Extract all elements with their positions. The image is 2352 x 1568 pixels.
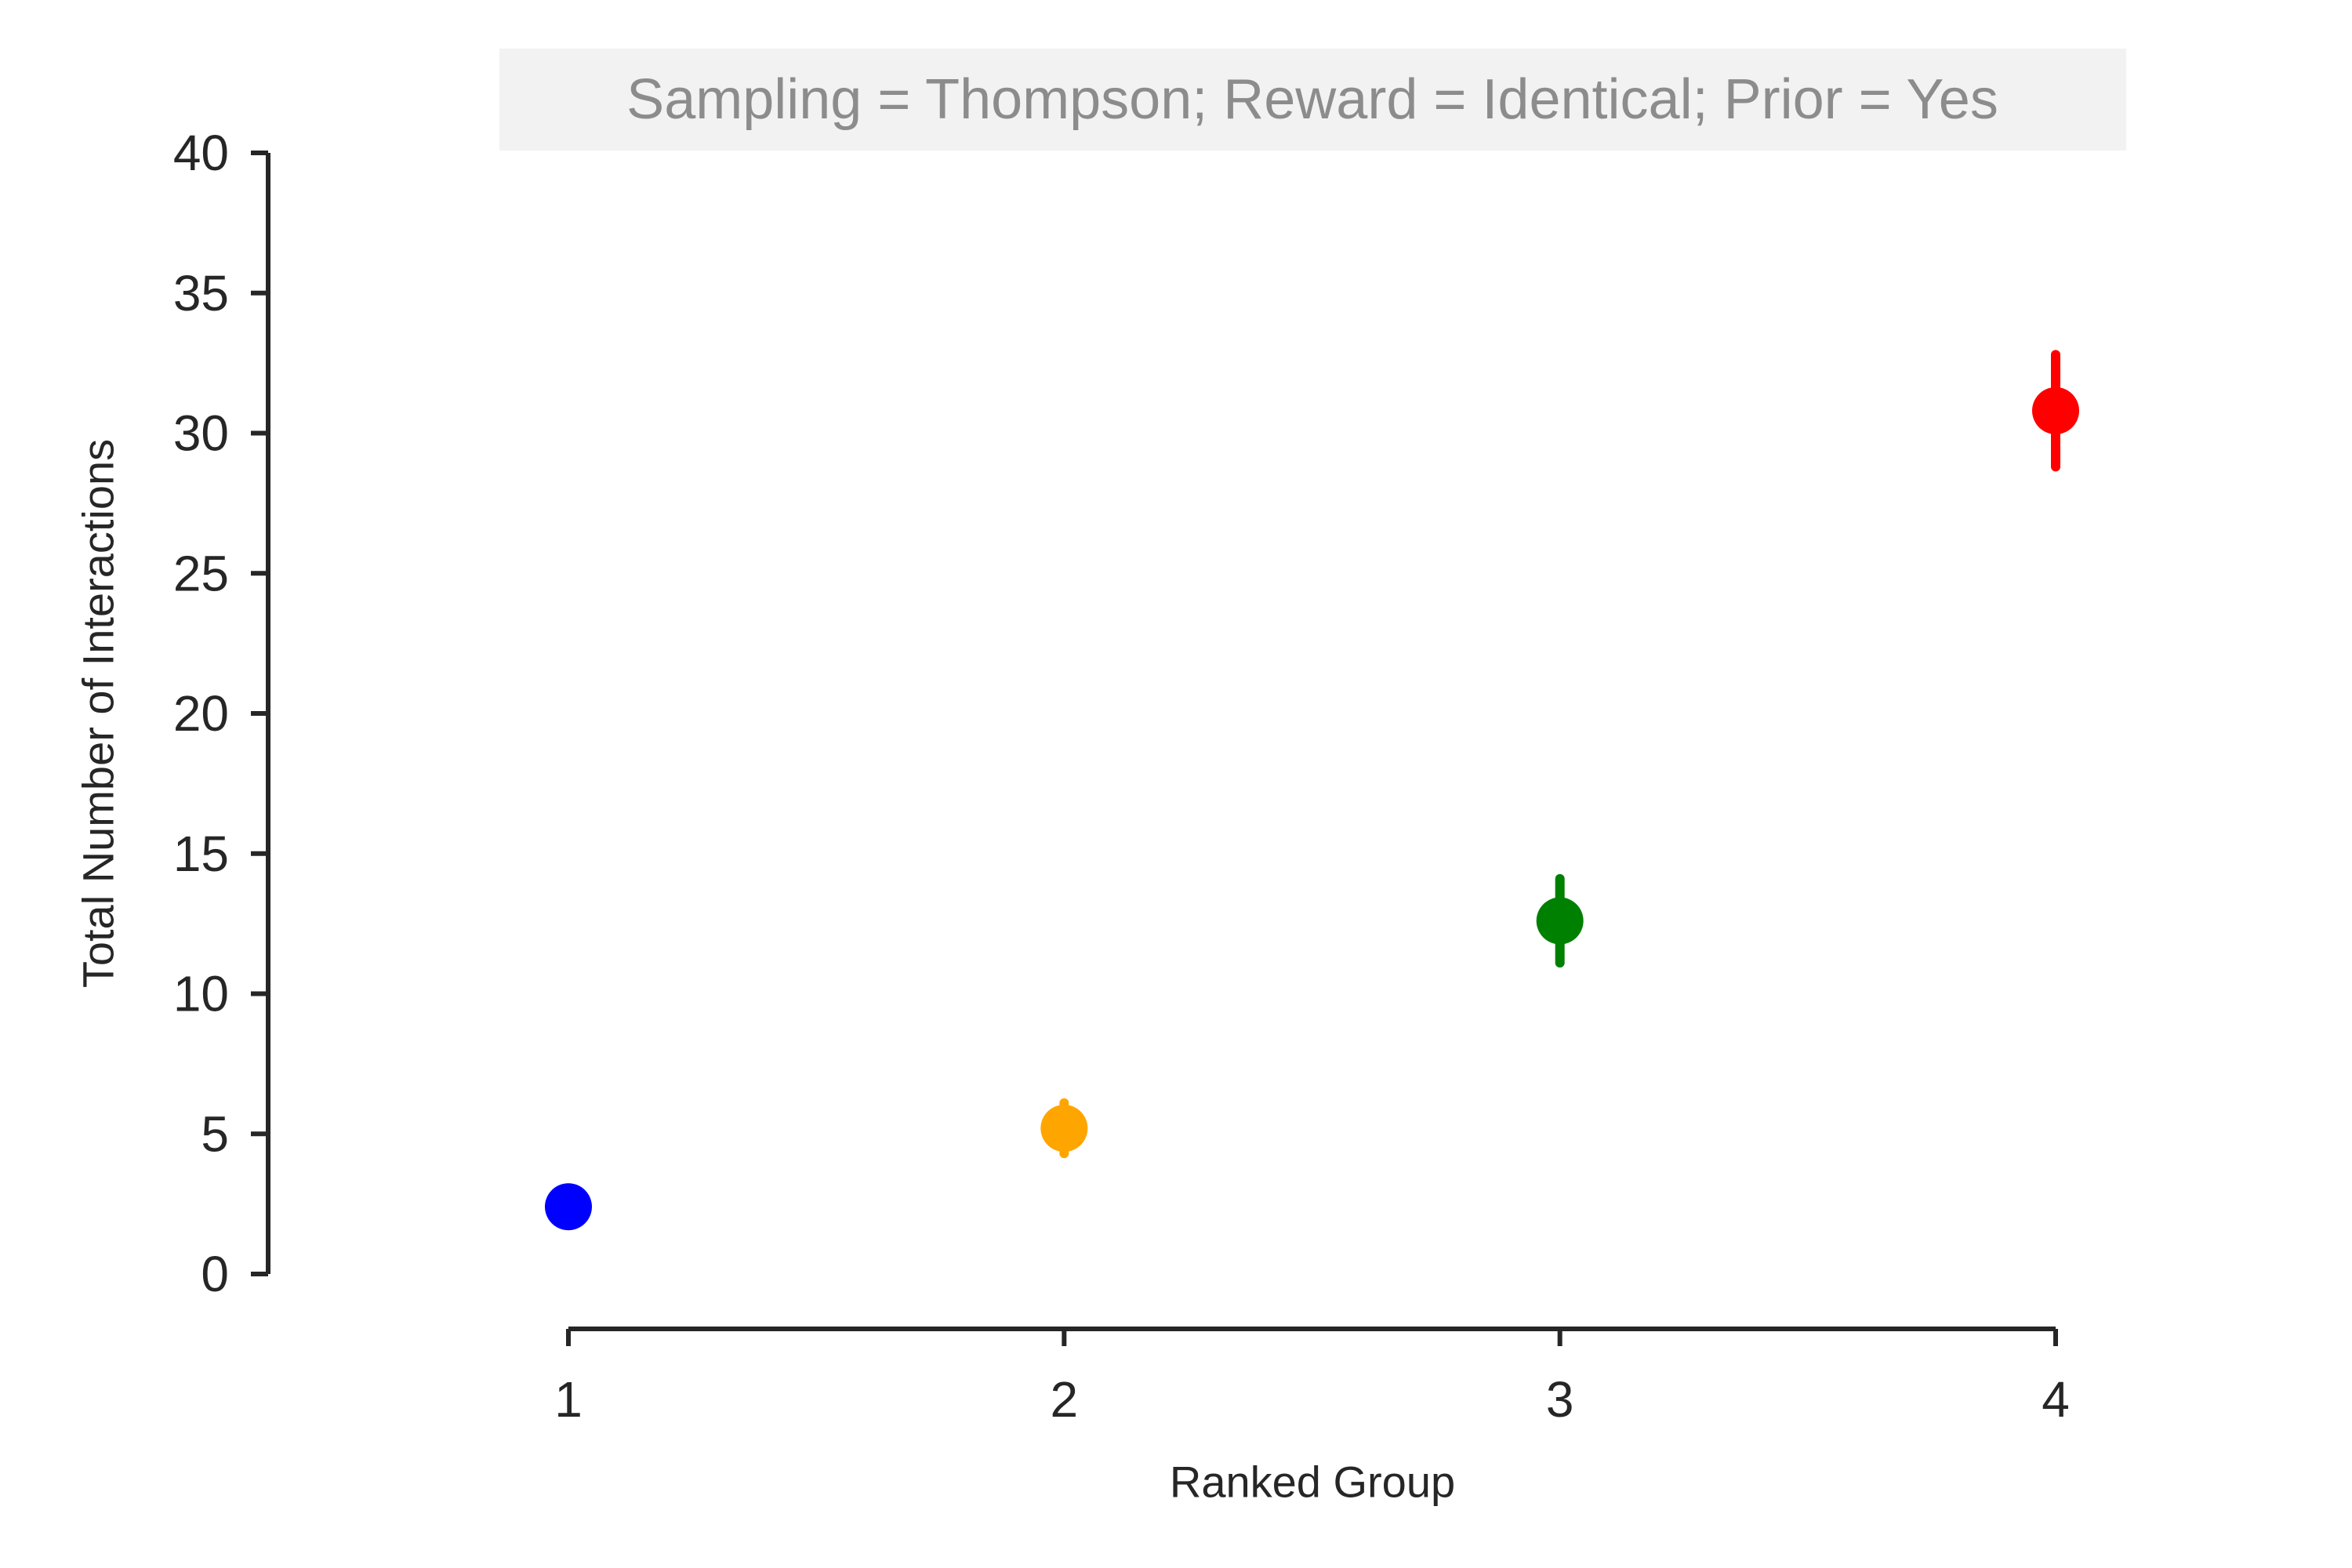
data-point bbox=[545, 1183, 592, 1231]
x-tick-label: 3 bbox=[1546, 1371, 1574, 1428]
data-point-group bbox=[1040, 1098, 1088, 1159]
y-axis-title: Total Number of Interactions bbox=[74, 439, 123, 988]
y-tick-label: 35 bbox=[173, 265, 229, 321]
x-tick-label: 2 bbox=[1051, 1371, 1079, 1428]
y-tick-label: 5 bbox=[201, 1105, 229, 1162]
x-tick-label: 4 bbox=[2042, 1371, 2070, 1428]
data-point bbox=[1536, 897, 1584, 945]
data-point bbox=[2032, 387, 2079, 434]
y-tick-label: 30 bbox=[173, 405, 229, 462]
x-axis-ticks: 1 2 3 4 bbox=[554, 1329, 2070, 1428]
x-axis-title: Ranked Group bbox=[1170, 1457, 1455, 1507]
y-tick-label: 15 bbox=[173, 826, 229, 882]
data-point bbox=[1040, 1105, 1088, 1152]
y-tick-label: 0 bbox=[201, 1246, 229, 1302]
data-series bbox=[545, 350, 2079, 1231]
x-tick-label: 1 bbox=[554, 1371, 583, 1428]
data-point-group bbox=[545, 1183, 592, 1231]
chart-title-background bbox=[499, 49, 2126, 151]
y-tick-label: 10 bbox=[173, 966, 229, 1022]
y-tick-label: 20 bbox=[173, 685, 229, 742]
y-tick-label: 40 bbox=[173, 125, 229, 181]
data-point-group bbox=[2032, 350, 2079, 472]
data-point-group bbox=[1536, 873, 1584, 968]
y-axis-ticks: 0 5 10 15 20 25 30 35 40 bbox=[173, 125, 268, 1302]
chart-title: Sampling = Thompson; Reward = Identical;… bbox=[626, 68, 1998, 131]
y-tick-label: 25 bbox=[173, 545, 229, 601]
